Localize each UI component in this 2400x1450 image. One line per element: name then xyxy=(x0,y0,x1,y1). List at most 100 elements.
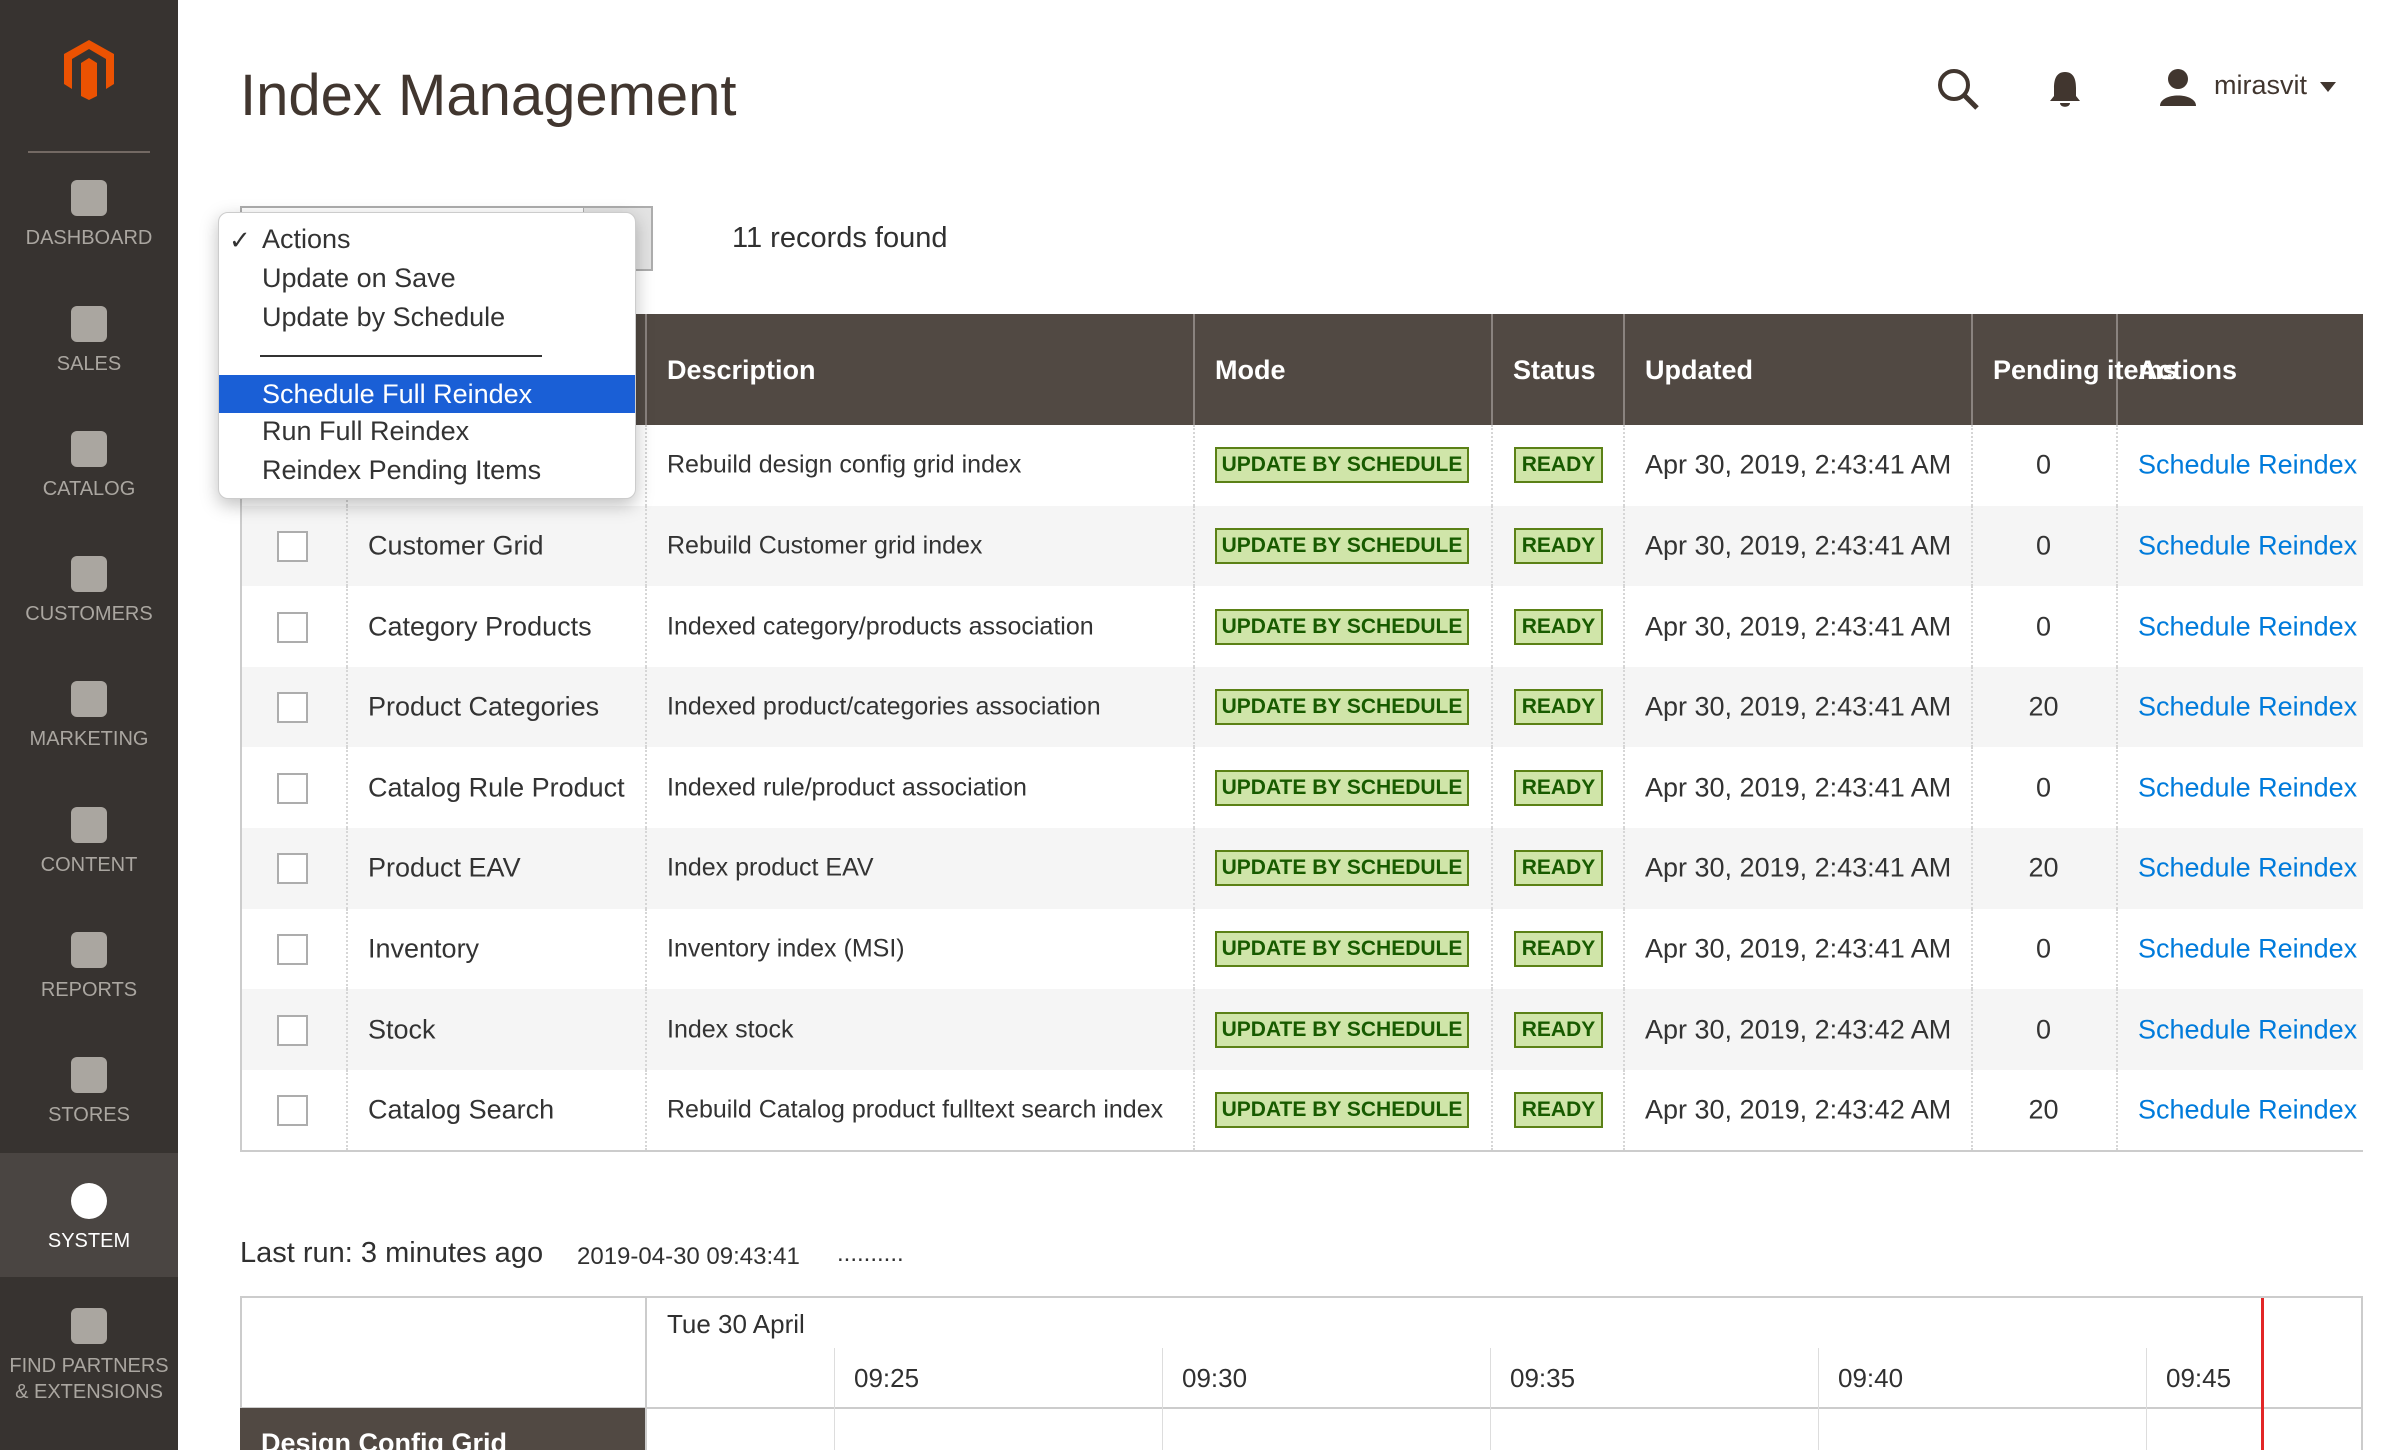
cell-divider xyxy=(645,828,648,909)
nav-icon xyxy=(71,1057,107,1093)
user-caret[interactable] xyxy=(2320,82,2336,92)
nav-icon xyxy=(71,180,107,216)
nav-item[interactable]: STORES xyxy=(48,1104,130,1126)
cell-divider xyxy=(1193,586,1196,667)
pending-items: 0 xyxy=(2035,449,2052,480)
dropdown-option[interactable]: Update on Save xyxy=(262,263,456,293)
row-checkbox[interactable] xyxy=(277,611,308,643)
cell-divider xyxy=(1623,425,1626,506)
updated-date: Apr 30, 2019, 2:43:41 AM xyxy=(1645,772,1952,803)
action-link[interactable]: Schedule Reindex xyxy=(2138,1014,2358,1044)
timeline-row-header xyxy=(240,1408,645,1450)
nav-item[interactable]: MARKETING xyxy=(29,728,149,750)
nav-item[interactable]: CONTENT xyxy=(40,854,138,876)
user-icon[interactable] xyxy=(2158,68,2198,106)
action-link[interactable]: Schedule Reindex xyxy=(2138,691,2358,722)
column-header: Updated xyxy=(1645,355,1753,385)
timeline-date: Tue 30 April xyxy=(667,1309,805,1339)
cell-divider xyxy=(1491,747,1494,828)
nav-item[interactable]: DASHBOARD xyxy=(25,227,153,249)
cell-divider xyxy=(1971,908,1974,990)
cell-divider xyxy=(1491,989,1494,1070)
cell-divider xyxy=(346,989,349,1070)
pending-items: 0 xyxy=(2035,611,2052,641)
updated-date: Apr 30, 2019, 2:43:42 AM xyxy=(1645,1094,1952,1125)
indexer-name: Inventory xyxy=(368,933,480,964)
time-tick xyxy=(834,1348,835,1450)
indexer-description: Rebuild design config grid index xyxy=(667,450,1022,479)
row-checkbox[interactable] xyxy=(277,1014,308,1046)
mode-badge: UPDATE BY SCHEDULE xyxy=(1215,1011,1469,1048)
indexer-description: Inventory index (MSI) xyxy=(667,934,905,963)
action-link[interactable]: Schedule Reindex xyxy=(2138,933,2358,964)
now-marker xyxy=(2261,1298,2264,1450)
cell-divider xyxy=(1491,586,1494,667)
time-tick xyxy=(1490,1348,1491,1450)
cell-divider xyxy=(1193,828,1196,909)
nav-item[interactable]: FIND PARTNERS & EXTENSIONS xyxy=(9,1355,169,1403)
action-link[interactable]: Schedule Reindex xyxy=(2138,852,2358,883)
row-checkbox[interactable] xyxy=(277,772,308,804)
checkmark: ✓ xyxy=(229,225,251,255)
indexer-description: Index stock xyxy=(667,1015,794,1043)
cell-divider xyxy=(1193,908,1196,990)
nav-icon xyxy=(71,681,107,717)
cell-divider xyxy=(2116,908,2119,990)
nav-item[interactable]: SALES xyxy=(56,353,122,375)
search-icon[interactable] xyxy=(1935,66,1981,112)
cell-divider xyxy=(346,1069,349,1151)
indexer-description: Indexed category/products association xyxy=(667,612,1094,640)
cell-divider xyxy=(1623,505,1626,587)
cell-divider xyxy=(1193,666,1196,748)
dropdown-option[interactable]: Reindex Pending Items xyxy=(262,455,542,485)
nav-item[interactable]: REPORTS xyxy=(40,979,138,1001)
status-badge: READY xyxy=(1514,1011,1603,1048)
action-link[interactable]: Schedule Reindex xyxy=(2138,611,2358,641)
action-link[interactable]: Schedule Reindex xyxy=(2138,772,2358,803)
actions-dropdown: Actions Update on Save Update by Schedule S… xyxy=(218,212,636,499)
updated-date: Apr 30, 2019, 2:43:41 AM xyxy=(1645,852,1952,883)
user-name[interactable]: mirasvit xyxy=(2214,70,2307,100)
indexer-description: Rebuild Customer grid index xyxy=(667,531,983,560)
indexer-description: Indexed rule/product association xyxy=(667,773,1027,802)
updated-date: Apr 30, 2019, 2:43:41 AM xyxy=(1645,530,1952,561)
cell-divider xyxy=(1971,747,1974,828)
dropdown-option[interactable]: Schedule Full Reindex xyxy=(219,375,635,413)
nav-item[interactable]: CUSTOMERS xyxy=(25,603,153,625)
notifications-icon[interactable] xyxy=(2048,70,2082,108)
time-label: 09:40 xyxy=(1838,1363,1904,1393)
time-tick xyxy=(2146,1348,2147,1450)
action-link[interactable]: Schedule Reindex xyxy=(2138,1094,2358,1125)
cell-divider xyxy=(1491,908,1494,990)
cell-divider xyxy=(1971,425,1974,506)
updated-date: Apr 30, 2019, 2:43:41 AM xyxy=(1645,611,1952,641)
nav-item[interactable]: CATALOG xyxy=(42,478,136,500)
row-checkbox[interactable] xyxy=(277,853,308,885)
cell-divider xyxy=(1193,1069,1196,1151)
mode-badge: UPDATE BY SCHEDULE xyxy=(1215,447,1469,484)
cell-divider xyxy=(1971,828,1974,909)
cell-divider xyxy=(1491,666,1494,748)
column-divider xyxy=(1491,314,1493,425)
pending-items: 20 xyxy=(2028,1094,2059,1125)
dropdown-option[interactable]: Run Full Reindex xyxy=(262,416,470,446)
cell-divider xyxy=(1971,586,1974,667)
action-link[interactable]: Schedule Reindex xyxy=(2138,530,2358,561)
sidebar: DASHBOARD SALES CATALOG CUSTOMERS MARKETING C… xyxy=(0,0,178,1450)
row-checkbox[interactable] xyxy=(277,1095,308,1127)
row-checkbox[interactable] xyxy=(277,692,308,724)
dropdown-option[interactable]: Actions xyxy=(262,224,351,254)
action-link[interactable]: Schedule Reindex xyxy=(2138,449,2358,480)
row-checkbox[interactable] xyxy=(277,933,308,965)
row-checkbox[interactable] xyxy=(277,530,308,562)
cell-divider xyxy=(645,666,648,748)
cell-divider xyxy=(1971,505,1974,587)
indexer-name: Product Categories xyxy=(368,691,600,722)
nav-item[interactable]: SYSTEM xyxy=(47,1230,131,1252)
dropdown-option[interactable]: Update by Schedule xyxy=(262,302,506,332)
status-badge: READY xyxy=(1514,608,1603,645)
mode-badge: UPDATE BY SCHEDULE xyxy=(1215,689,1469,726)
indexer-name: Catalog Rule Product xyxy=(368,772,625,803)
pending-items: 0 xyxy=(2035,530,2052,561)
time-label: 09:25 xyxy=(854,1363,920,1393)
